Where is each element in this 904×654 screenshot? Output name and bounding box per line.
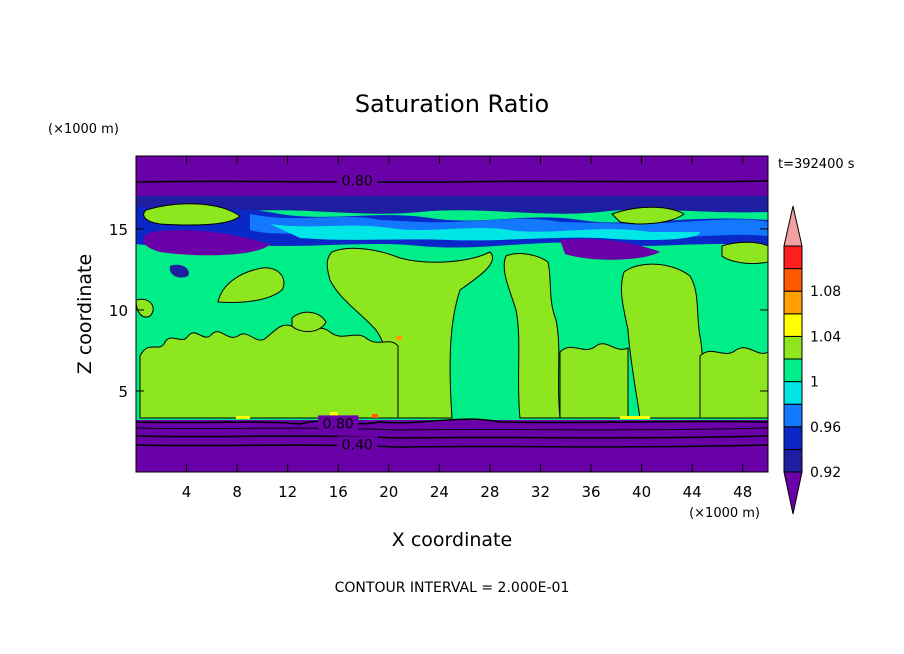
x-unit-label: (×1000 m) xyxy=(689,506,760,521)
y-tick-label: 5 xyxy=(118,383,128,401)
green-blob-left-edge xyxy=(136,298,154,318)
colorbar-swatch xyxy=(783,358,803,383)
contour-line-080-lower xyxy=(136,418,768,425)
cyan-band xyxy=(270,224,700,241)
contour-labels: 0.80 0.80 0.40 xyxy=(318,172,378,453)
y-tick-label: 10 xyxy=(109,302,128,320)
green-plume-center xyxy=(326,247,493,419)
x-tick-label: 36 xyxy=(581,483,600,501)
plot-frame xyxy=(135,155,769,473)
purple-patch-left xyxy=(143,230,270,256)
green-blob-small xyxy=(291,311,327,332)
colorbar-tick-label: 0.92 xyxy=(810,465,841,481)
colorbar-swatch xyxy=(783,381,803,405)
purple-patch-right xyxy=(560,238,660,260)
contour-line-080-upper xyxy=(136,180,768,183)
colorbar: 0.92 0.96 1 1.04 1.08 xyxy=(783,205,841,515)
contour-label-background xyxy=(337,172,378,188)
contour-line-050 xyxy=(136,435,768,439)
chart-title: Saturation Ratio xyxy=(355,90,549,118)
contour-label: 0.80 xyxy=(323,416,354,432)
x-tick-label: 8 xyxy=(232,483,242,501)
orange-spot xyxy=(372,414,378,418)
colorbar-low-arrow xyxy=(783,471,803,515)
colorbar-tick-label: 0.96 xyxy=(810,420,841,436)
green-layer-lower-left xyxy=(139,324,399,419)
yellow-spot-1 xyxy=(236,416,250,419)
contour-interval-note: CONTOUR INTERVAL = 2.000E-01 xyxy=(335,580,570,596)
x-tick-label: 32 xyxy=(531,483,550,501)
x-tick-label: 28 xyxy=(480,483,499,501)
colorbar-tick-label: 1.04 xyxy=(810,329,841,345)
x-tick-label: 16 xyxy=(329,483,348,501)
colorbar-swatch xyxy=(783,313,803,337)
x-tick-label: 20 xyxy=(379,483,398,501)
colorbar-swatch xyxy=(783,426,803,450)
colorbar-swatch xyxy=(783,268,803,292)
green-plume-mid-right xyxy=(503,253,561,419)
contour-label-background xyxy=(318,415,359,431)
x-tick-label: 4 xyxy=(182,483,192,501)
x-axis: 4 8 12 16 20 24 28 32 36 40 44 48 xyxy=(182,156,752,501)
y-tick-label: 15 xyxy=(109,221,128,239)
green-patch-upper-left xyxy=(143,203,241,226)
x-axis-title: X coordinate xyxy=(392,529,512,551)
blue-spot xyxy=(169,264,189,278)
time-label: t=392400 s xyxy=(778,157,855,172)
contour-label-background xyxy=(337,436,378,452)
contour-field xyxy=(136,156,768,472)
colorbar-swatch xyxy=(783,448,803,473)
x-tick-label: 12 xyxy=(278,483,297,501)
colorbar-swatch xyxy=(783,335,803,360)
colorbar-swatch xyxy=(783,245,803,270)
green-layer-lower-right xyxy=(699,347,768,419)
colorbar-swatch xyxy=(783,290,803,315)
contour-label: 0.80 xyxy=(342,173,373,189)
colorbar-tick-label: 1 xyxy=(810,375,819,391)
green-layer-lower-mid xyxy=(559,343,629,419)
green-plume-left xyxy=(217,267,285,303)
y-axis: 5 10 15 xyxy=(109,221,768,401)
yellow-spot-3 xyxy=(620,416,650,419)
upper-blue-band xyxy=(136,196,768,214)
contour-line-060 xyxy=(136,427,768,431)
y-unit-label: (×1000 m) xyxy=(48,122,119,137)
y-axis-title: Z coordinate xyxy=(74,254,96,374)
colorbar-swatch xyxy=(783,403,803,428)
x-tick-label: 24 xyxy=(430,483,449,501)
colorbar-high-arrow xyxy=(783,205,803,247)
yellow-spot-2 xyxy=(330,412,338,416)
x-tick-label: 44 xyxy=(683,483,702,501)
upper-dry-layer xyxy=(136,156,768,196)
colorbar-tick-label: 1.08 xyxy=(810,284,841,300)
x-tick-label: 48 xyxy=(733,483,752,501)
x-tick-label: 40 xyxy=(632,483,651,501)
contour-label: 0.40 xyxy=(342,437,373,453)
green-patch-right-edge xyxy=(721,241,768,265)
green-patch-upper-right xyxy=(611,206,685,225)
orange-spot-2 xyxy=(396,336,402,340)
contour-line-040 xyxy=(136,444,768,448)
